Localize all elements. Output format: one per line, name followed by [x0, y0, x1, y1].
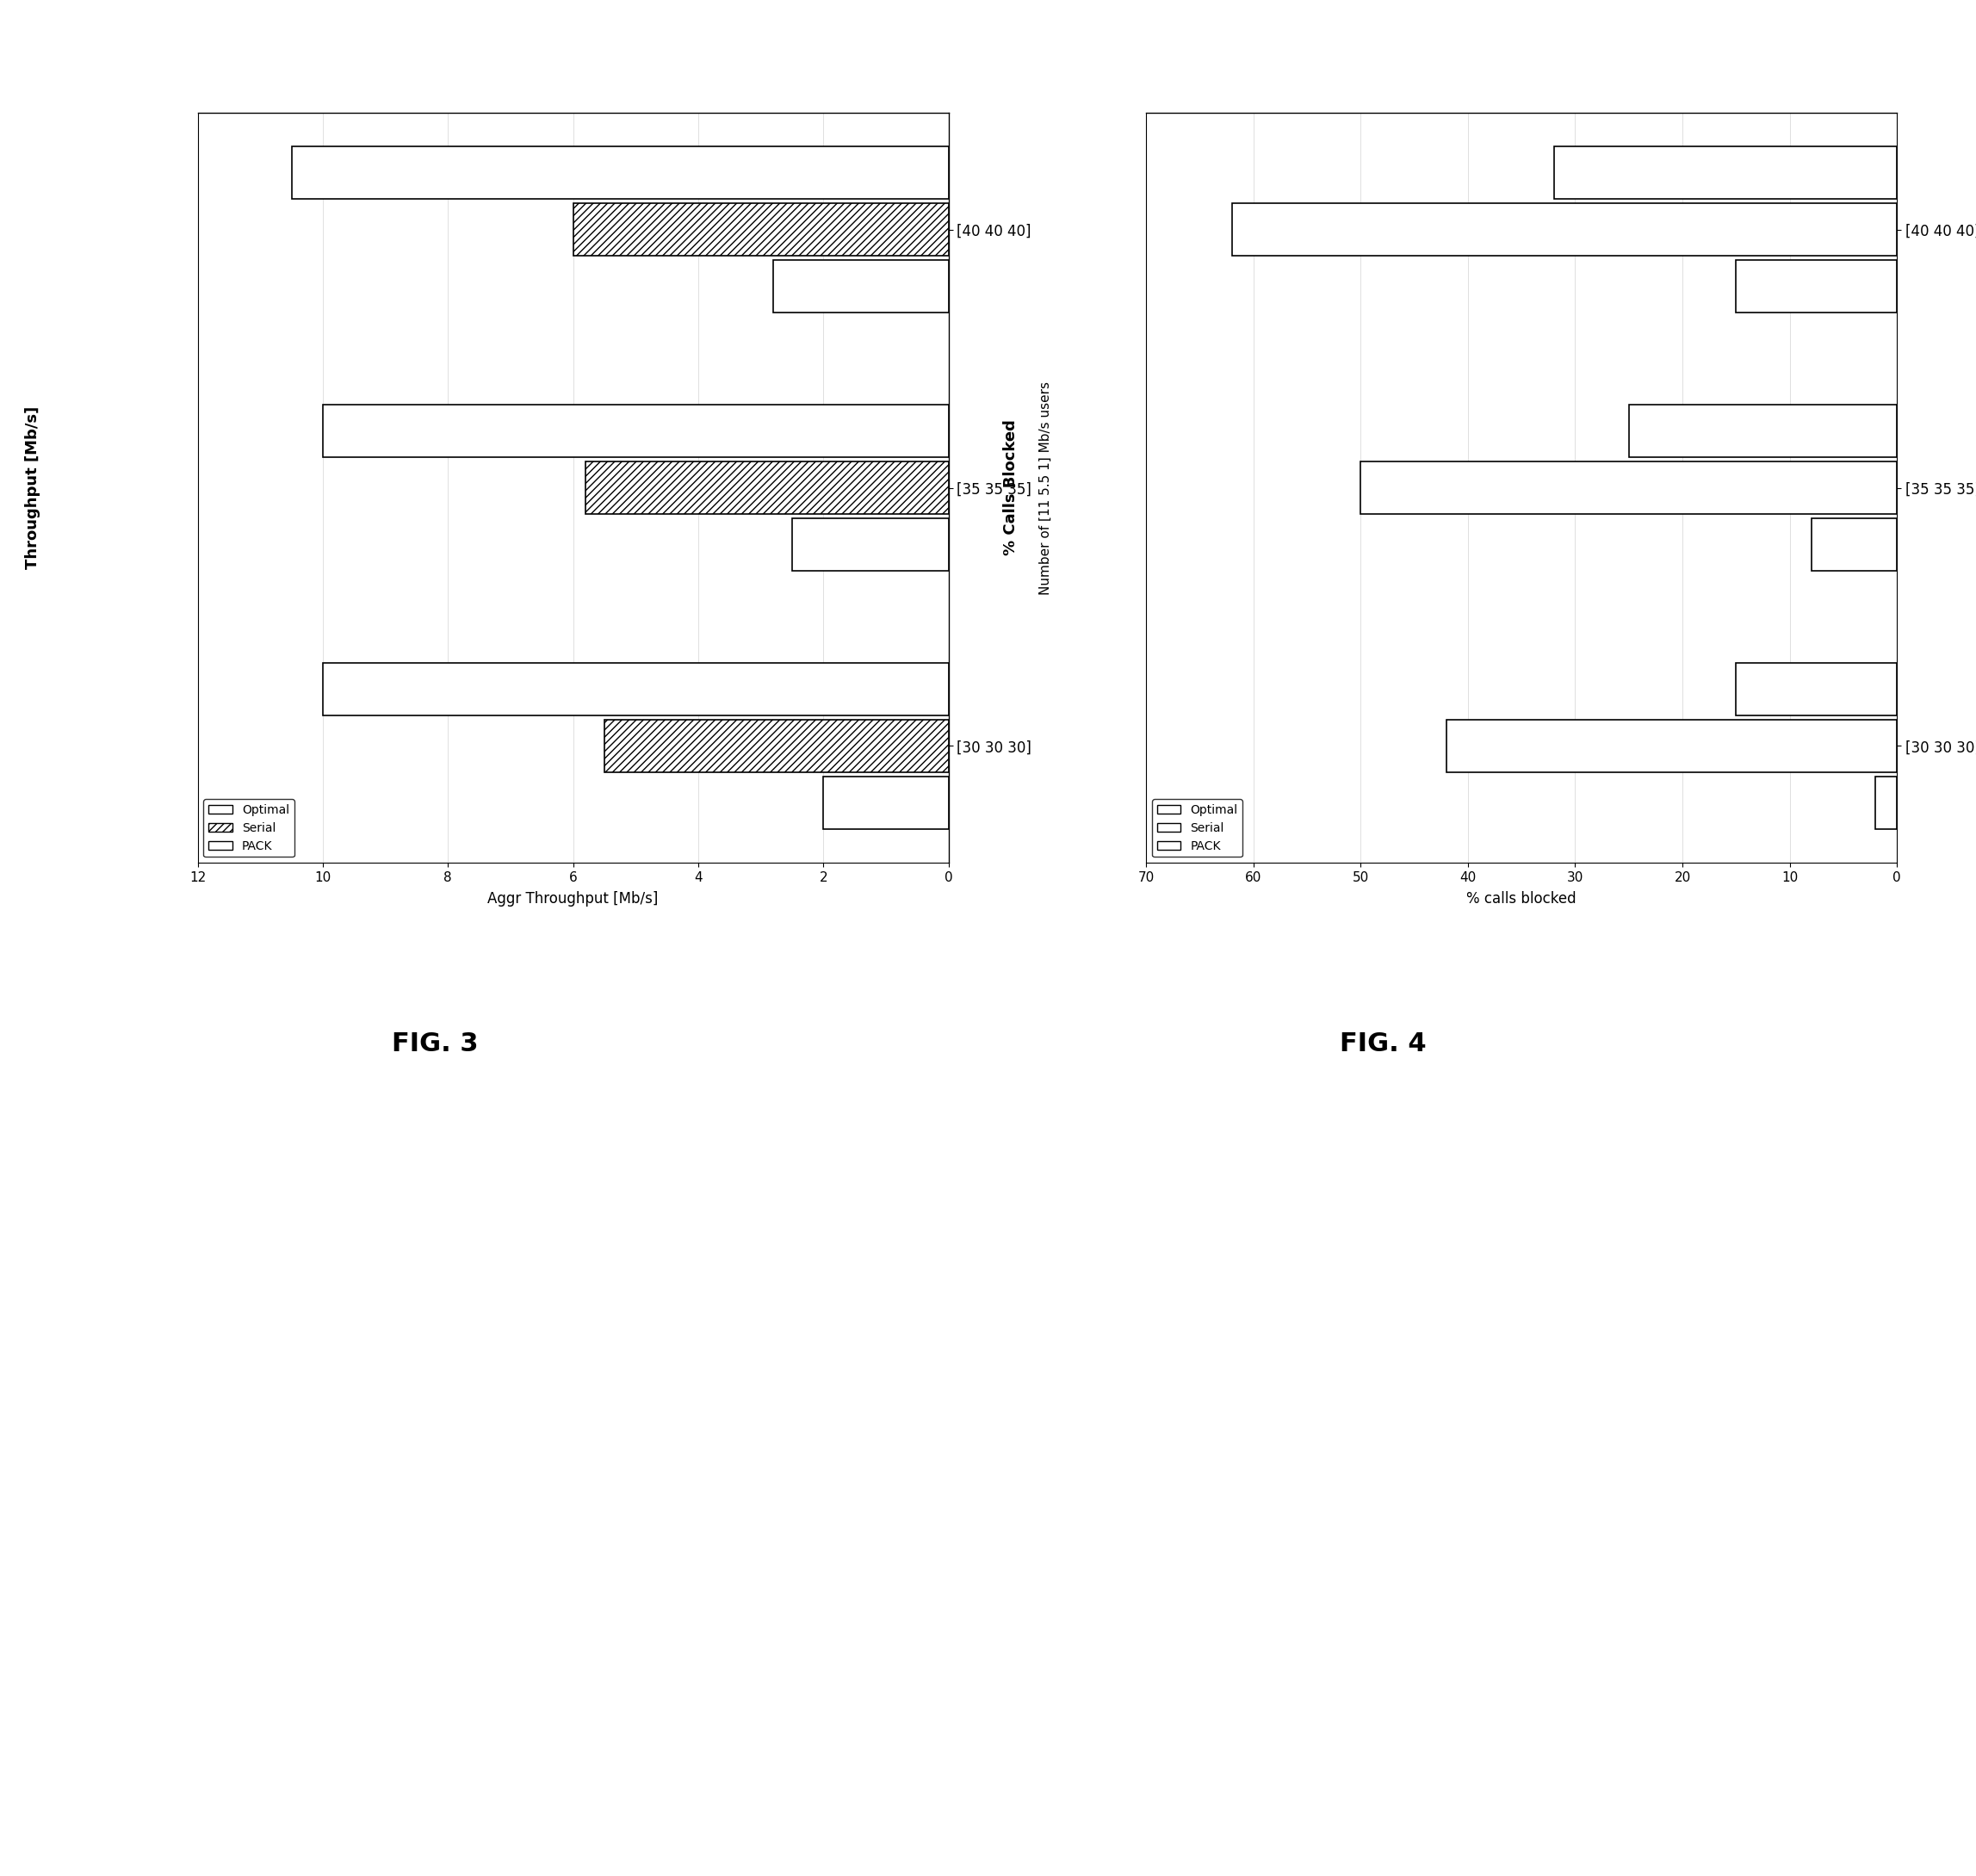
Bar [1737, 662, 1897, 715]
X-axis label: Aggr Throughput [Mb/s]: Aggr Throughput [Mb/s] [488, 891, 658, 906]
Bar [1553, 146, 1897, 199]
Bar [585, 461, 948, 514]
Bar [573, 203, 948, 255]
Bar [322, 662, 948, 715]
Text: % Calls Blocked: % Calls Blocked [1004, 420, 1020, 555]
Text: FIG. 3: FIG. 3 [391, 1032, 478, 1056]
Legend: Optimal, Serial, PACK: Optimal, Serial, PACK [204, 799, 294, 857]
Bar [773, 261, 948, 313]
Bar [1231, 203, 1897, 255]
Bar [792, 518, 948, 570]
Legend: Optimal, Serial, PACK: Optimal, Serial, PACK [1152, 799, 1243, 857]
Bar [1446, 720, 1897, 773]
Bar [1875, 777, 1897, 829]
Bar [322, 405, 948, 458]
Bar [1812, 518, 1897, 570]
Bar [1628, 405, 1897, 458]
Bar [605, 720, 948, 773]
Y-axis label: Number of [11 5.5 1] Mb/s users: Number of [11 5.5 1] Mb/s users [1039, 381, 1051, 595]
Bar [292, 146, 948, 199]
Text: Throughput [Mb/s]: Throughput [Mb/s] [24, 407, 40, 568]
Bar [824, 777, 948, 829]
Bar [1737, 261, 1897, 313]
X-axis label: % calls blocked: % calls blocked [1466, 891, 1577, 906]
Bar [1361, 461, 1897, 514]
Text: FIG. 4: FIG. 4 [1340, 1032, 1427, 1056]
